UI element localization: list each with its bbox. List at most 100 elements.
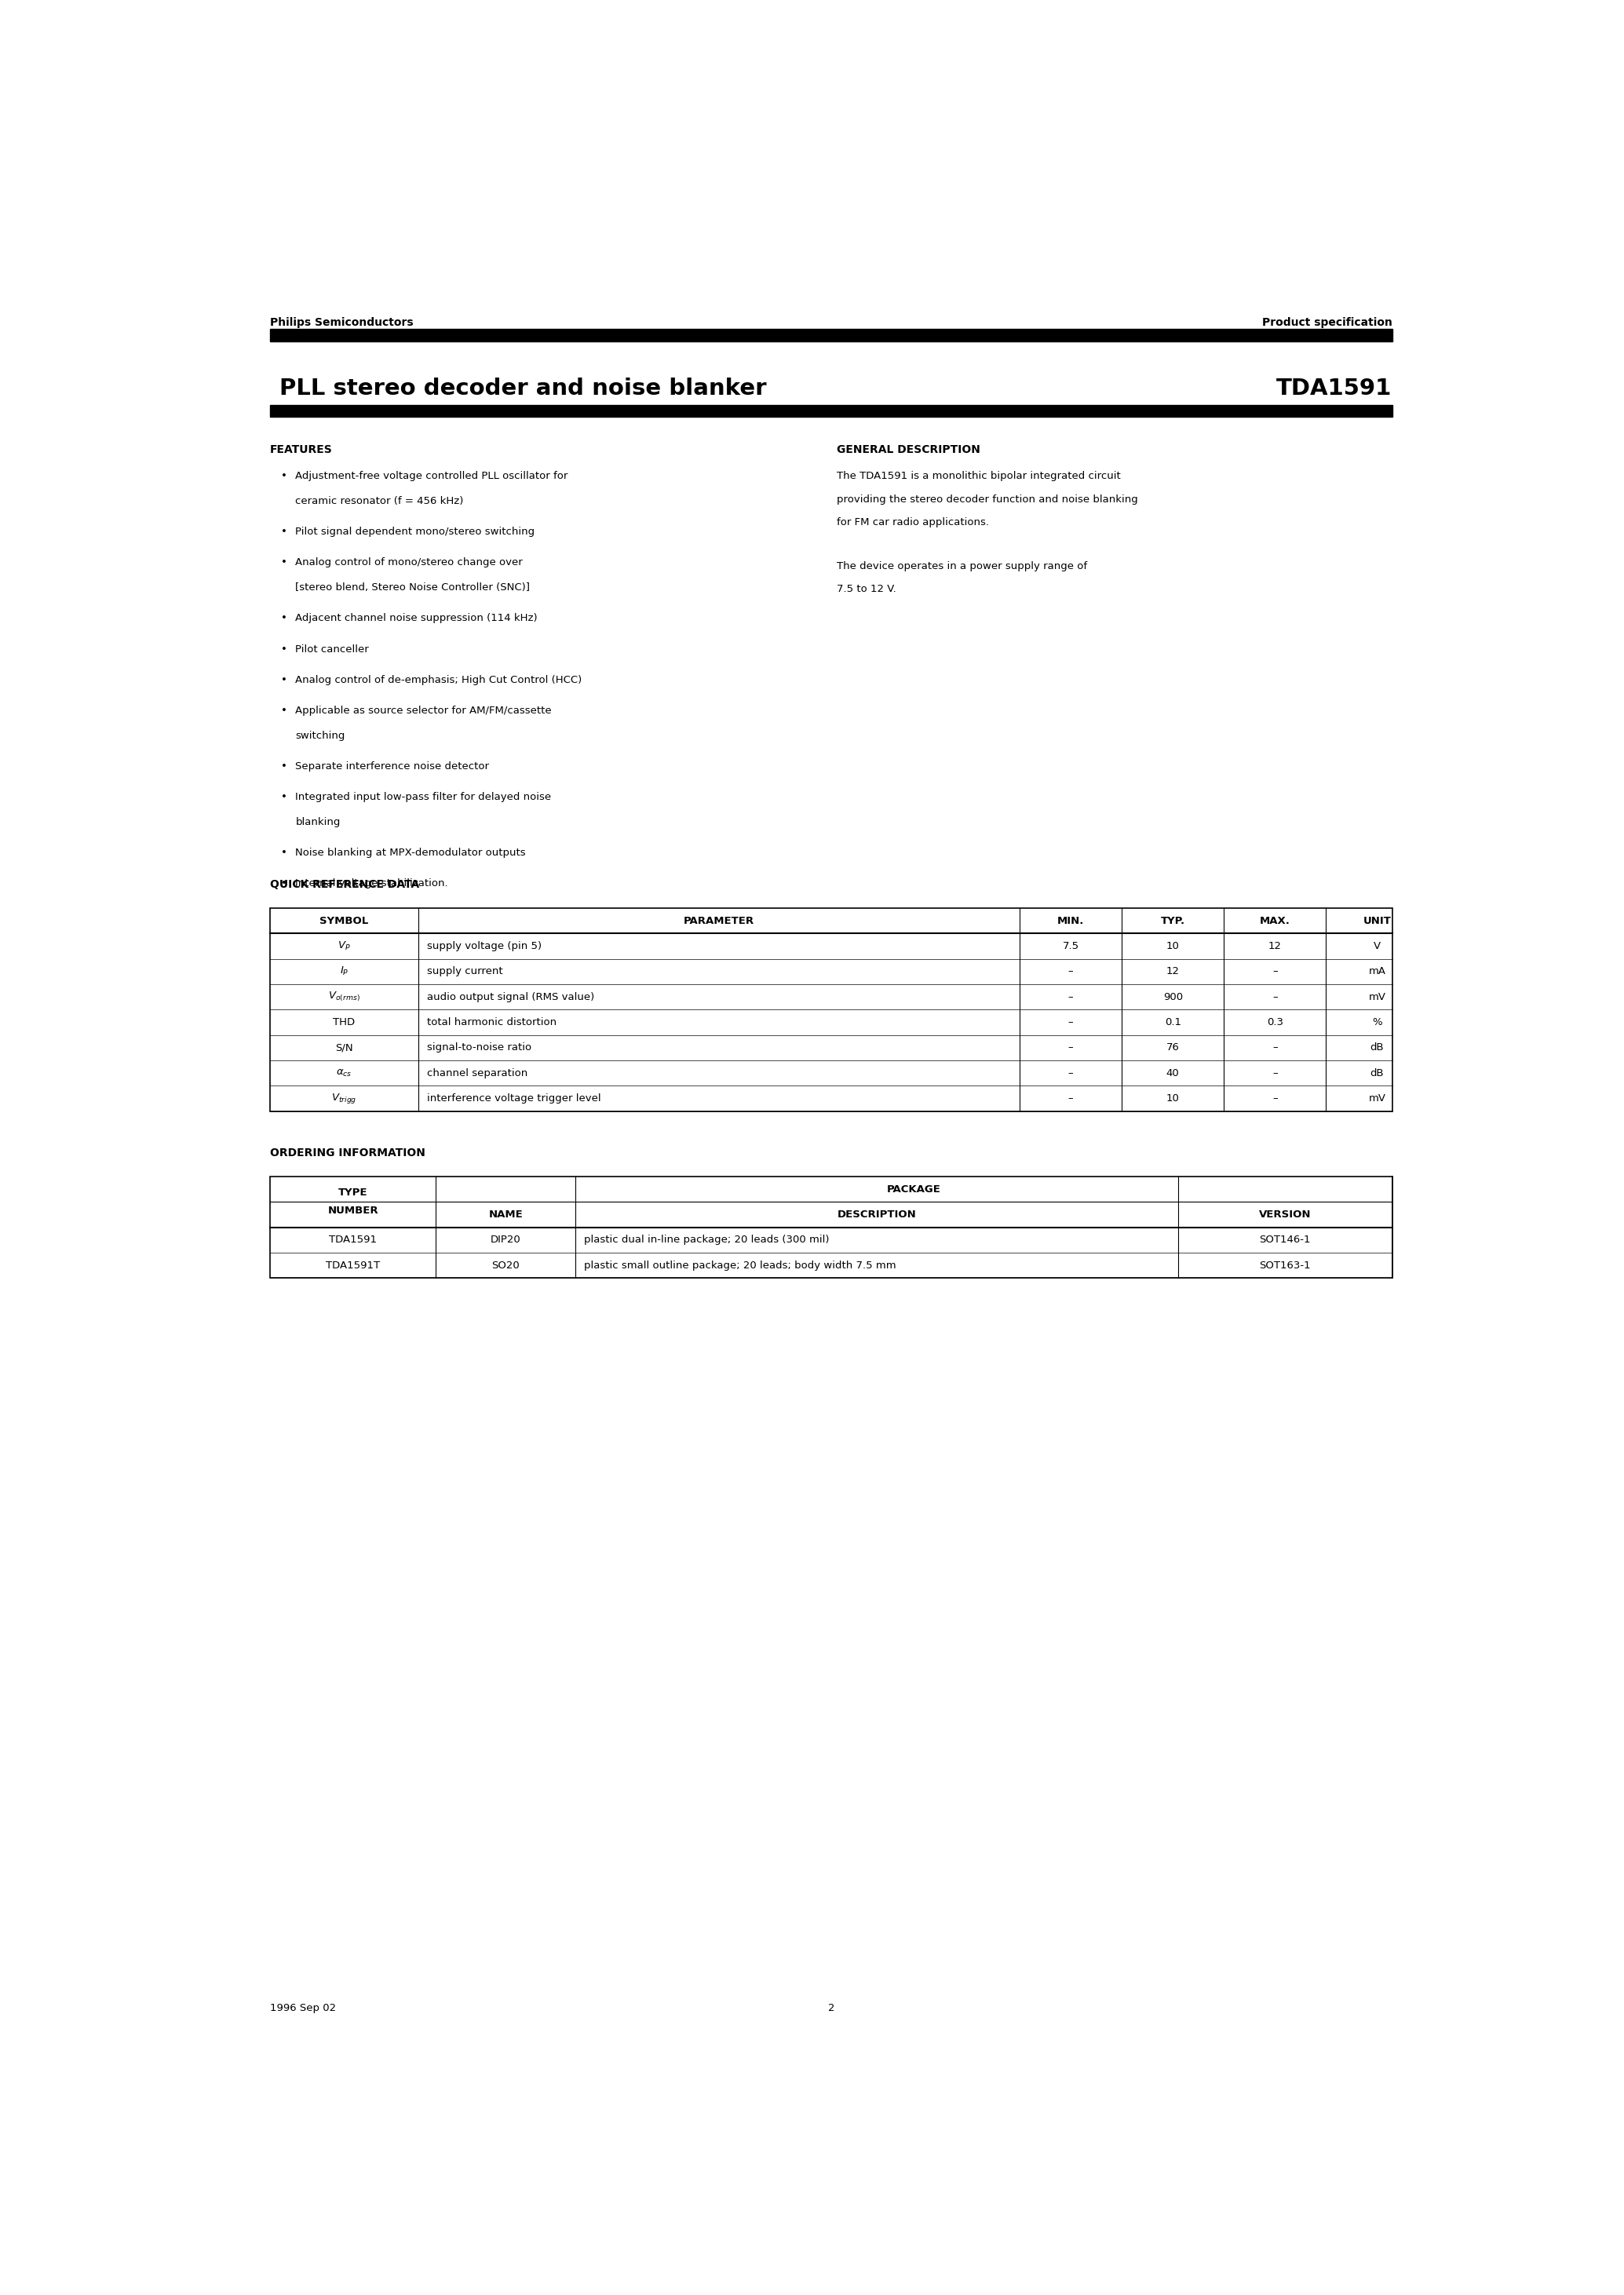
Text: GENERAL DESCRIPTION: GENERAL DESCRIPTION <box>836 443 981 454</box>
Text: •: • <box>281 528 287 537</box>
Bar <box>270 1177 1392 1278</box>
Text: NAME: NAME <box>489 1209 523 1219</box>
Text: •: • <box>281 847 287 858</box>
Text: –: – <box>1069 1017 1073 1028</box>
Text: V: V <box>1374 941 1380 952</box>
Text: total harmonic distortion: total harmonic distortion <box>427 1017 557 1028</box>
Text: Philips Semiconductors: Philips Semiconductors <box>270 317 412 328</box>
Text: SYMBOL: SYMBOL <box>320 916 369 925</box>
Text: 0.3: 0.3 <box>1267 1017 1283 1028</box>
Text: Analog control of de-emphasis; High Cut Control (HCC): Analog control of de-emphasis; High Cut … <box>296 675 581 686</box>
Text: mV: mV <box>1369 991 1385 1003</box>
Text: mA: mA <box>1369 966 1385 978</box>
Text: S/N: S/N <box>335 1042 352 1053</box>
Text: Pilot canceller: Pilot canceller <box>296 645 369 654</box>
Text: ceramic resonator (f = 456 kHz): ceramic resonator (f = 456 kHz) <box>296 496 464 507</box>
Text: audio output signal (RMS value): audio output signal (RMS value) <box>427 991 594 1003</box>
Text: FEATURES: FEATURES <box>270 443 333 454</box>
Text: NUMBER: NUMBER <box>328 1205 378 1216</box>
Text: %: % <box>1372 1017 1382 1028</box>
Text: •: • <box>281 558 287 567</box>
Text: 7.5 to 12 V.: 7.5 to 12 V. <box>836 585 896 594</box>
Text: Separate interference noise detector: Separate interference noise detector <box>296 762 489 771</box>
Text: plastic small outline package; 20 leads; body width 7.5 mm: plastic small outline package; 20 leads;… <box>585 1260 896 1271</box>
Text: –: – <box>1069 966 1073 978</box>
Text: $V_{trigg}$: $V_{trigg}$ <box>331 1092 357 1106</box>
Text: DIP20: DIP20 <box>490 1235 521 1246</box>
Text: 76: 76 <box>1166 1042 1179 1053</box>
Text: 10: 10 <box>1166 1092 1179 1104</box>
Text: Noise blanking at MPX-demodulator outputs: Noise blanking at MPX-demodulator output… <box>296 847 526 858</box>
Text: –: – <box>1272 1067 1278 1079</box>
Text: –: – <box>1272 1092 1278 1104</box>
Text: –: – <box>1069 1092 1073 1104</box>
Text: •: • <box>281 675 287 686</box>
Text: –: – <box>1272 991 1278 1003</box>
Text: TDA1591: TDA1591 <box>330 1235 377 1246</box>
Text: channel separation: channel separation <box>427 1067 528 1079</box>
Text: •: • <box>281 470 287 482</box>
Text: –: – <box>1272 1042 1278 1053</box>
Text: $V_P$: $V_P$ <box>338 941 351 952</box>
Text: MIN.: MIN. <box>1057 916 1085 925</box>
Text: 1996 Sep 02: 1996 Sep 02 <box>270 2004 336 2013</box>
Text: 0.1: 0.1 <box>1164 1017 1181 1028</box>
Text: interference voltage trigger level: interference voltage trigger level <box>427 1092 601 1104</box>
Text: dB: dB <box>1371 1042 1384 1053</box>
Text: Product specification: Product specification <box>1262 317 1392 328</box>
Text: UNIT: UNIT <box>1363 916 1392 925</box>
Text: switching: switching <box>296 730 346 741</box>
Text: mV: mV <box>1369 1092 1385 1104</box>
Text: supply voltage (pin 5): supply voltage (pin 5) <box>427 941 542 952</box>
Text: $I_P$: $I_P$ <box>339 966 349 978</box>
Text: •: • <box>281 762 287 771</box>
Text: Analog control of mono/stereo change over: Analog control of mono/stereo change ove… <box>296 558 523 567</box>
Text: blanking: blanking <box>296 817 341 826</box>
Text: TDA1591T: TDA1591T <box>326 1260 380 1271</box>
Text: The device operates in a power supply range of: The device operates in a power supply ra… <box>836 562 1086 571</box>
Text: providing the stereo decoder function and noise blanking: providing the stereo decoder function an… <box>836 493 1138 505</box>
Text: PLL stereo decoder and noise blanker: PLL stereo decoder and noise blanker <box>279 379 767 399</box>
Text: THD: THD <box>333 1017 356 1028</box>
Text: 40: 40 <box>1166 1067 1179 1079</box>
Text: supply current: supply current <box>427 966 503 978</box>
Text: TYP.: TYP. <box>1161 916 1186 925</box>
Text: SOT163-1: SOT163-1 <box>1259 1260 1311 1271</box>
Text: for FM car radio applications.: for FM car radio applications. <box>836 516 989 528</box>
Text: –: – <box>1069 1042 1073 1053</box>
Text: PARAMETER: PARAMETER <box>684 916 754 925</box>
Text: dB: dB <box>1371 1067 1384 1079</box>
Text: $V_{o(rms)}$: $V_{o(rms)}$ <box>328 991 361 1003</box>
Text: 10: 10 <box>1166 941 1179 952</box>
Text: SO20: SO20 <box>492 1260 520 1271</box>
Text: QUICK REFERENCE DATA: QUICK REFERENCE DATA <box>270 879 419 890</box>
Text: 900: 900 <box>1163 991 1182 1003</box>
Text: –: – <box>1069 991 1073 1003</box>
Bar <box>270 404 1392 418</box>
Text: SOT146-1: SOT146-1 <box>1259 1235 1311 1246</box>
Text: 12: 12 <box>1268 941 1281 952</box>
Text: •: • <box>281 792 287 803</box>
Text: Applicable as source selector for AM/FM/cassette: Applicable as source selector for AM/FM/… <box>296 705 552 716</box>
Bar <box>573 1177 577 1200</box>
Bar <box>270 909 1392 1111</box>
Text: TDA1591: TDA1591 <box>1276 379 1392 399</box>
Text: Integrated input low-pass filter for delayed noise: Integrated input low-pass filter for del… <box>296 792 552 803</box>
Text: Internal voltage stabilization.: Internal voltage stabilization. <box>296 879 448 888</box>
Bar <box>1177 1177 1179 1200</box>
Text: •: • <box>281 879 287 888</box>
Text: Adjustment-free voltage controlled PLL oscillator for: Adjustment-free voltage controlled PLL o… <box>296 470 568 482</box>
Text: signal-to-noise ratio: signal-to-noise ratio <box>427 1042 531 1053</box>
Text: •: • <box>281 613 287 624</box>
Text: –: – <box>1272 966 1278 978</box>
Text: $\alpha_{cs}$: $\alpha_{cs}$ <box>336 1067 352 1079</box>
Text: [stereo blend, Stereo Noise Controller (SNC)]: [stereo blend, Stereo Noise Controller (… <box>296 583 529 592</box>
Text: 12: 12 <box>1166 966 1179 978</box>
Text: Pilot signal dependent mono/stereo switching: Pilot signal dependent mono/stereo switc… <box>296 528 534 537</box>
Text: TYPE: TYPE <box>338 1189 367 1198</box>
Text: PACKAGE: PACKAGE <box>887 1184 942 1193</box>
Text: •: • <box>281 705 287 716</box>
Text: plastic dual in-line package; 20 leads (300 mil): plastic dual in-line package; 20 leads (… <box>585 1235 830 1246</box>
Text: 2: 2 <box>828 2004 835 2013</box>
Text: VERSION: VERSION <box>1259 1209 1311 1219</box>
